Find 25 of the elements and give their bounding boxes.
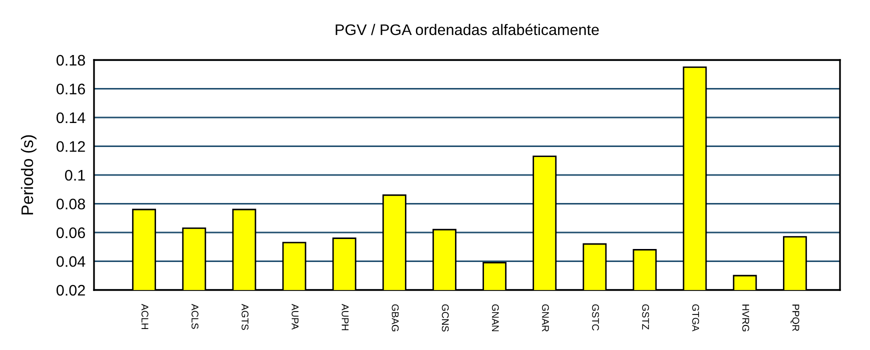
- y-tick-label: 0.18: [56, 54, 86, 66]
- y-tick-label: 0.08: [56, 198, 86, 210]
- y-tick-label: 0.02: [56, 284, 85, 296]
- y-tick-label: 0.12: [56, 141, 85, 152]
- y-tick-label: 0.16: [56, 84, 85, 94]
- x-tick-label: GSTZ: [642, 304, 650, 330]
- x-tick-label: AUPA: [292, 304, 298, 330]
- x-tick-label: GNAR: [542, 304, 549, 332]
- x-tick-label: HVRG: [742, 304, 750, 332]
- x-tick-label: GSTC: [592, 304, 599, 331]
- y-tick-label: 0.1: [65, 170, 85, 181]
- y-axis-title: Periodo (s): [20, 135, 36, 214]
- x-tick-label: GCNS: [442, 304, 449, 332]
- x-tick-label: GTGA: [692, 304, 700, 332]
- y-tick-label: 0.14: [56, 112, 86, 124]
- x-tick-label: GNAN: [492, 304, 499, 332]
- x-tick-label: PPQR: [790, 304, 800, 331]
- x-tick-label: AUPH: [342, 304, 349, 330]
- y-tick-label: 0.06: [56, 227, 85, 238]
- x-tick-label: GBAG: [392, 304, 399, 332]
- y-tick-label: 0.04: [56, 256, 86, 267]
- x-tick-label: ACLS: [192, 304, 198, 329]
- x-tick-label: AGTS: [242, 304, 248, 330]
- chart-title: PGV / PGA ordenadas alfabéticamente: [336, 24, 599, 36]
- x-tick-label: ACLH: [141, 304, 148, 330]
